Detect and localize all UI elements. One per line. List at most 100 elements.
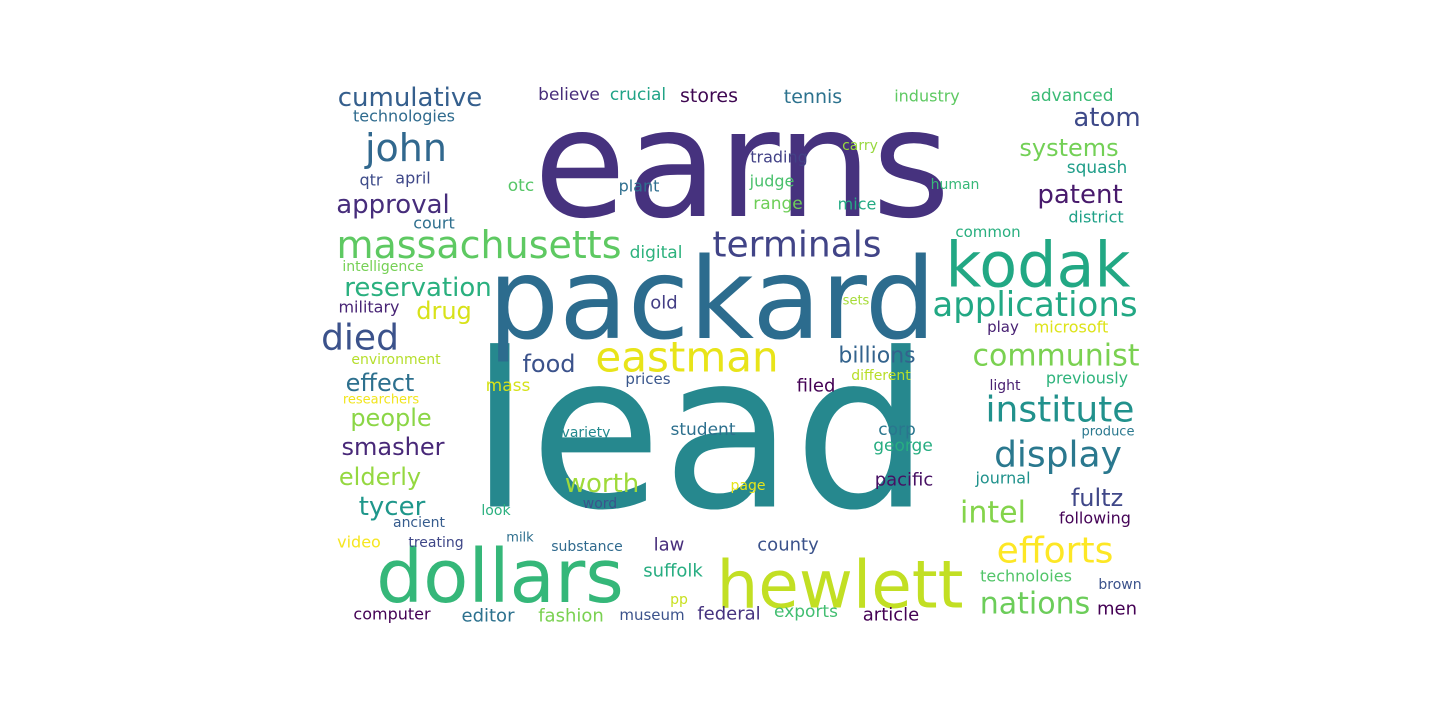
word-pp: pp <box>670 592 688 608</box>
word-court: court <box>413 214 455 233</box>
word-suffolk: suffolk <box>643 561 703 582</box>
word-computer: computer <box>353 605 431 624</box>
word-eastman: eastman <box>595 333 778 382</box>
word-people: people <box>350 404 431 432</box>
word-drug: drug <box>416 297 472 325</box>
word-previously: previously <box>1046 369 1128 388</box>
word-corp: corp <box>878 420 916 440</box>
word-treating: treating <box>408 535 463 551</box>
word-intelligence: intelligence <box>342 259 423 275</box>
word-billions: billions <box>838 344 915 369</box>
word-qtr: qtr <box>359 171 382 190</box>
word-john: john <box>364 126 447 170</box>
word-variety: variety <box>562 425 611 441</box>
word-digital: digital <box>630 243 683 263</box>
word-editor: editor <box>462 606 516 627</box>
word-april: april <box>395 169 430 188</box>
word-systems: systems <box>1019 134 1118 162</box>
word-judge: judge <box>749 172 795 191</box>
word-researchers: researchers <box>343 393 420 408</box>
word-dollars: dollars <box>376 534 624 620</box>
word-district: district <box>1068 208 1123 227</box>
word-kodak: kodak <box>946 229 1131 302</box>
word-environment: environment <box>351 352 441 368</box>
word-produce: produce <box>1082 425 1135 440</box>
word-display: display <box>994 435 1122 476</box>
word-died: died <box>321 318 399 359</box>
word-institute: institute <box>986 390 1135 431</box>
word-tennis: tennis <box>784 86 842 108</box>
word-county: county <box>757 535 819 556</box>
word-milk: milk <box>506 531 534 546</box>
word-hewlett: hewlett <box>716 547 963 624</box>
word-applications: applications <box>932 285 1137 325</box>
word-lead: lead <box>470 307 930 558</box>
word-men: men <box>1097 599 1137 620</box>
word-mass: mass <box>486 376 531 396</box>
word-intel: intel <box>960 496 1026 531</box>
word-article: article <box>863 605 919 626</box>
word-earns: earns <box>534 78 950 252</box>
word-sets: sets <box>843 294 870 309</box>
word-look: look <box>481 503 511 519</box>
word-squash: squash <box>1067 158 1127 178</box>
word-stores: stores <box>680 85 738 107</box>
word-exports: exports <box>774 602 838 622</box>
word-common: common <box>955 223 1020 241</box>
word-otc: otc <box>508 176 534 196</box>
word-filed: filed <box>797 376 836 397</box>
word-fashion: fashion <box>538 606 604 627</box>
word-food: food <box>522 350 575 378</box>
word-ancient: ancient <box>393 515 446 531</box>
word-tycer: tycer <box>359 492 426 522</box>
word-range: range <box>753 194 802 214</box>
word-pacific: pacific <box>875 470 934 491</box>
word-atom: atom <box>1073 103 1140 133</box>
word-old: old <box>650 293 677 314</box>
word-museum: museum <box>619 606 684 624</box>
word-substance: substance <box>551 539 623 555</box>
word-reservation: reservation <box>344 273 491 303</box>
word-human: human <box>931 177 980 193</box>
word-law: law <box>654 535 685 556</box>
word-following: following <box>1059 509 1131 528</box>
word-efforts: efforts <box>997 531 1114 572</box>
word-massachusetts: massachusetts <box>336 223 621 267</box>
word-light: light <box>989 378 1021 394</box>
word-worth: worth <box>565 469 640 499</box>
word-prices: prices <box>625 370 670 388</box>
word-carry: carry <box>842 138 878 154</box>
word-nations: nations <box>980 587 1091 622</box>
word-approval: approval <box>336 190 450 220</box>
word-packard: packard <box>488 235 936 365</box>
word-smasher: smasher <box>342 433 445 461</box>
word-video: video <box>337 533 381 552</box>
word-journal: journal <box>974 469 1030 488</box>
word-word: word <box>583 496 617 512</box>
word-federal: federal <box>697 604 760 625</box>
word-mice: mice <box>838 195 877 214</box>
word-believe: believe <box>538 85 600 105</box>
word-effect: effect <box>346 369 415 397</box>
word-play: play <box>987 318 1019 336</box>
word-trading: trading <box>750 148 808 167</box>
word-crucial: crucial <box>610 85 666 105</box>
word-fultz: fultz <box>1071 484 1123 512</box>
word-george: george <box>873 436 933 456</box>
word-brown: brown <box>1098 577 1141 593</box>
word-communist: communist <box>972 339 1139 374</box>
word-patent: patent <box>1037 180 1122 210</box>
word-cumulative: cumulative <box>338 83 483 113</box>
word-advanced: advanced <box>1030 86 1113 106</box>
word-different: different <box>851 368 911 384</box>
word-plant: plant <box>619 177 660 196</box>
word-student: student <box>671 420 736 440</box>
word-page: page <box>731 478 766 494</box>
word-military: military <box>338 298 399 317</box>
word-technologies: technologies <box>353 107 455 126</box>
word-elderly: elderly <box>339 463 421 491</box>
word-terminals: terminals <box>712 225 881 266</box>
word-industry: industry <box>894 87 960 106</box>
